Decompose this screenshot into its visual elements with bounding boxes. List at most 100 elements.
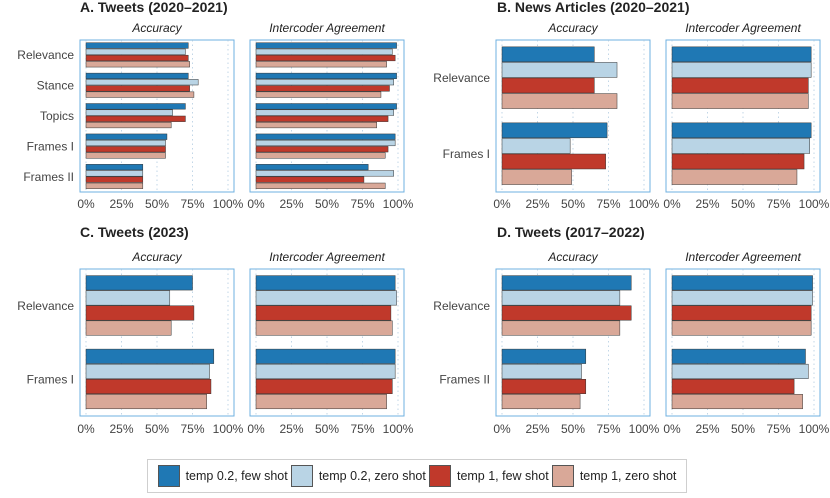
bar bbox=[255, 176, 365, 183]
x-tick-label: 50% bbox=[731, 197, 755, 211]
legend-swatch bbox=[157, 465, 180, 487]
x-tick-label: 25% bbox=[109, 422, 133, 436]
bar bbox=[85, 152, 166, 159]
bar bbox=[255, 54, 396, 62]
x-tick-label: 100% bbox=[799, 197, 830, 211]
bar bbox=[85, 394, 207, 410]
x-tick-label: 75% bbox=[350, 422, 374, 436]
bar bbox=[255, 103, 397, 110]
x-tick-label: 50% bbox=[145, 422, 169, 436]
x-tick-label: 100% bbox=[383, 422, 414, 436]
bar bbox=[501, 290, 621, 306]
bar bbox=[85, 348, 215, 364]
bar bbox=[501, 379, 587, 394]
bar bbox=[255, 139, 396, 147]
x-tick-label: 75% bbox=[596, 197, 620, 211]
bar bbox=[255, 320, 393, 336]
bar bbox=[255, 115, 389, 122]
bar bbox=[255, 42, 397, 49]
legend-item-temp02-zero: temp 0.2, zero shot bbox=[290, 465, 426, 487]
bar bbox=[85, 54, 189, 62]
bar bbox=[255, 275, 396, 291]
bar bbox=[85, 85, 190, 92]
bar bbox=[671, 153, 805, 170]
legend-label: temp 1, zero shot bbox=[579, 469, 677, 483]
facet-title: Accuracy bbox=[547, 250, 598, 264]
category-label: Relevance bbox=[433, 71, 490, 85]
facet-title: Accuracy bbox=[547, 21, 598, 35]
figure-title: C. Tweets (2023) bbox=[80, 224, 189, 240]
bar bbox=[85, 139, 166, 147]
facet-title: Accuracy bbox=[131, 250, 182, 264]
bar bbox=[255, 48, 393, 55]
category-label: Frames II bbox=[23, 170, 74, 184]
category-label: Frames I bbox=[27, 372, 74, 386]
legend-label: temp 0.2, zero shot bbox=[318, 469, 426, 483]
bar bbox=[671, 305, 812, 321]
bar bbox=[85, 320, 172, 336]
bar bbox=[85, 305, 195, 321]
x-tick-label: 50% bbox=[561, 197, 585, 211]
x-tick-label: 50% bbox=[731, 422, 755, 436]
bar bbox=[85, 115, 186, 122]
legend-item-temp02-few: temp 0.2, few shot bbox=[157, 465, 288, 487]
x-tick-label: 100% bbox=[629, 197, 660, 211]
x-tick-label: 25% bbox=[525, 422, 549, 436]
legend-swatch bbox=[290, 465, 313, 487]
bar bbox=[85, 121, 172, 129]
bar bbox=[85, 182, 144, 189]
bar bbox=[85, 164, 144, 171]
legend-swatch bbox=[428, 465, 451, 487]
x-tick-label: 0% bbox=[77, 197, 95, 211]
bar bbox=[501, 153, 606, 170]
x-tick-label: 100% bbox=[799, 422, 830, 436]
bar bbox=[671, 394, 803, 410]
legend-label: temp 1, few shot bbox=[456, 469, 549, 483]
bar bbox=[255, 348, 396, 364]
legend-swatch bbox=[551, 465, 574, 487]
bar bbox=[85, 109, 173, 116]
x-tick-label: 0% bbox=[493, 197, 511, 211]
category-label: Topics bbox=[40, 109, 74, 123]
bar bbox=[501, 93, 618, 109]
x-tick-label: 75% bbox=[766, 422, 790, 436]
x-tick-label: 0% bbox=[247, 422, 265, 436]
x-tick-label: 25% bbox=[279, 422, 303, 436]
bar bbox=[671, 290, 813, 306]
bar bbox=[255, 85, 390, 92]
x-tick-label: 75% bbox=[766, 197, 790, 211]
bar bbox=[501, 275, 632, 291]
facet-title: Intercoder Agreement bbox=[269, 21, 385, 35]
bar bbox=[255, 79, 394, 86]
bar bbox=[501, 122, 608, 139]
x-tick-label: 0% bbox=[77, 422, 95, 436]
bar bbox=[255, 109, 394, 116]
x-tick-label: 25% bbox=[279, 197, 303, 211]
bar bbox=[255, 394, 387, 410]
bar bbox=[85, 103, 186, 110]
category-label: Relevance bbox=[433, 299, 490, 313]
bar bbox=[255, 152, 386, 159]
bar bbox=[501, 77, 595, 94]
bar bbox=[501, 62, 618, 78]
x-tick-label: 0% bbox=[247, 197, 265, 211]
bar bbox=[255, 164, 369, 171]
x-tick-label: 50% bbox=[561, 422, 585, 436]
bar bbox=[671, 46, 812, 63]
bar bbox=[85, 176, 144, 183]
bar bbox=[671, 348, 806, 364]
facet-title: Intercoder Agreement bbox=[685, 21, 801, 35]
bar bbox=[255, 363, 396, 379]
bar bbox=[255, 72, 397, 80]
bar bbox=[671, 363, 809, 379]
x-tick-label: 25% bbox=[525, 197, 549, 211]
bar bbox=[671, 275, 813, 291]
bar bbox=[501, 363, 582, 379]
x-tick-label: 100% bbox=[629, 422, 660, 436]
x-tick-label: 75% bbox=[596, 422, 620, 436]
bar bbox=[255, 182, 386, 189]
bar bbox=[501, 169, 572, 185]
category-label: Relevance bbox=[17, 299, 74, 313]
bar bbox=[671, 379, 795, 394]
